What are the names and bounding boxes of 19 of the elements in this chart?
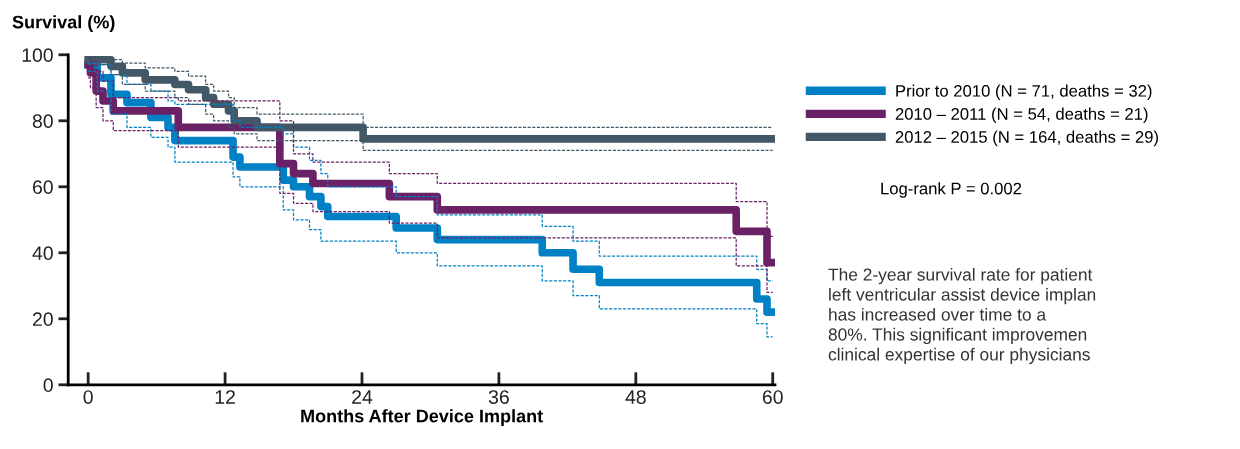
x-axis-title: Months After Device Implant — [301, 409, 543, 426]
x-tick-label: 12 — [215, 390, 235, 404]
legend-label: 2010 – 2011 (N = 54, deaths = 21) — [895, 107, 1148, 124]
x-tick-label: 0 — [83, 390, 93, 404]
y-axis-title: Survival (%) — [12, 15, 115, 32]
y-tick-label: 80 — [32, 114, 53, 129]
y-tick-label: 0 — [43, 378, 53, 393]
y-tick-label: 20 — [32, 312, 53, 327]
y-tick-label: 100 — [22, 48, 53, 63]
text: The 2-year survival rate for patient left ventricular assist device implan has increased over time to a 80%. This significant improvemen clinical expertise of our physicians — [828, 268, 1096, 365]
x-tick-label: 36 — [488, 390, 509, 404]
legend-label: 2012 – 2015 (N = 164, deaths = 29) — [895, 130, 1158, 147]
y-tick-label: 60 — [32, 180, 53, 195]
legend-label: Prior to 2010 (N = 71, deaths = 32) — [896, 84, 1152, 101]
text: Log-rank P = 0.002 — [881, 182, 1022, 198]
x-tick-label: 24 — [352, 390, 373, 404]
x-tick-label: 60 — [762, 390, 783, 404]
x-tick-label: 48 — [625, 390, 646, 404]
y-tick-label: 40 — [32, 246, 53, 261]
